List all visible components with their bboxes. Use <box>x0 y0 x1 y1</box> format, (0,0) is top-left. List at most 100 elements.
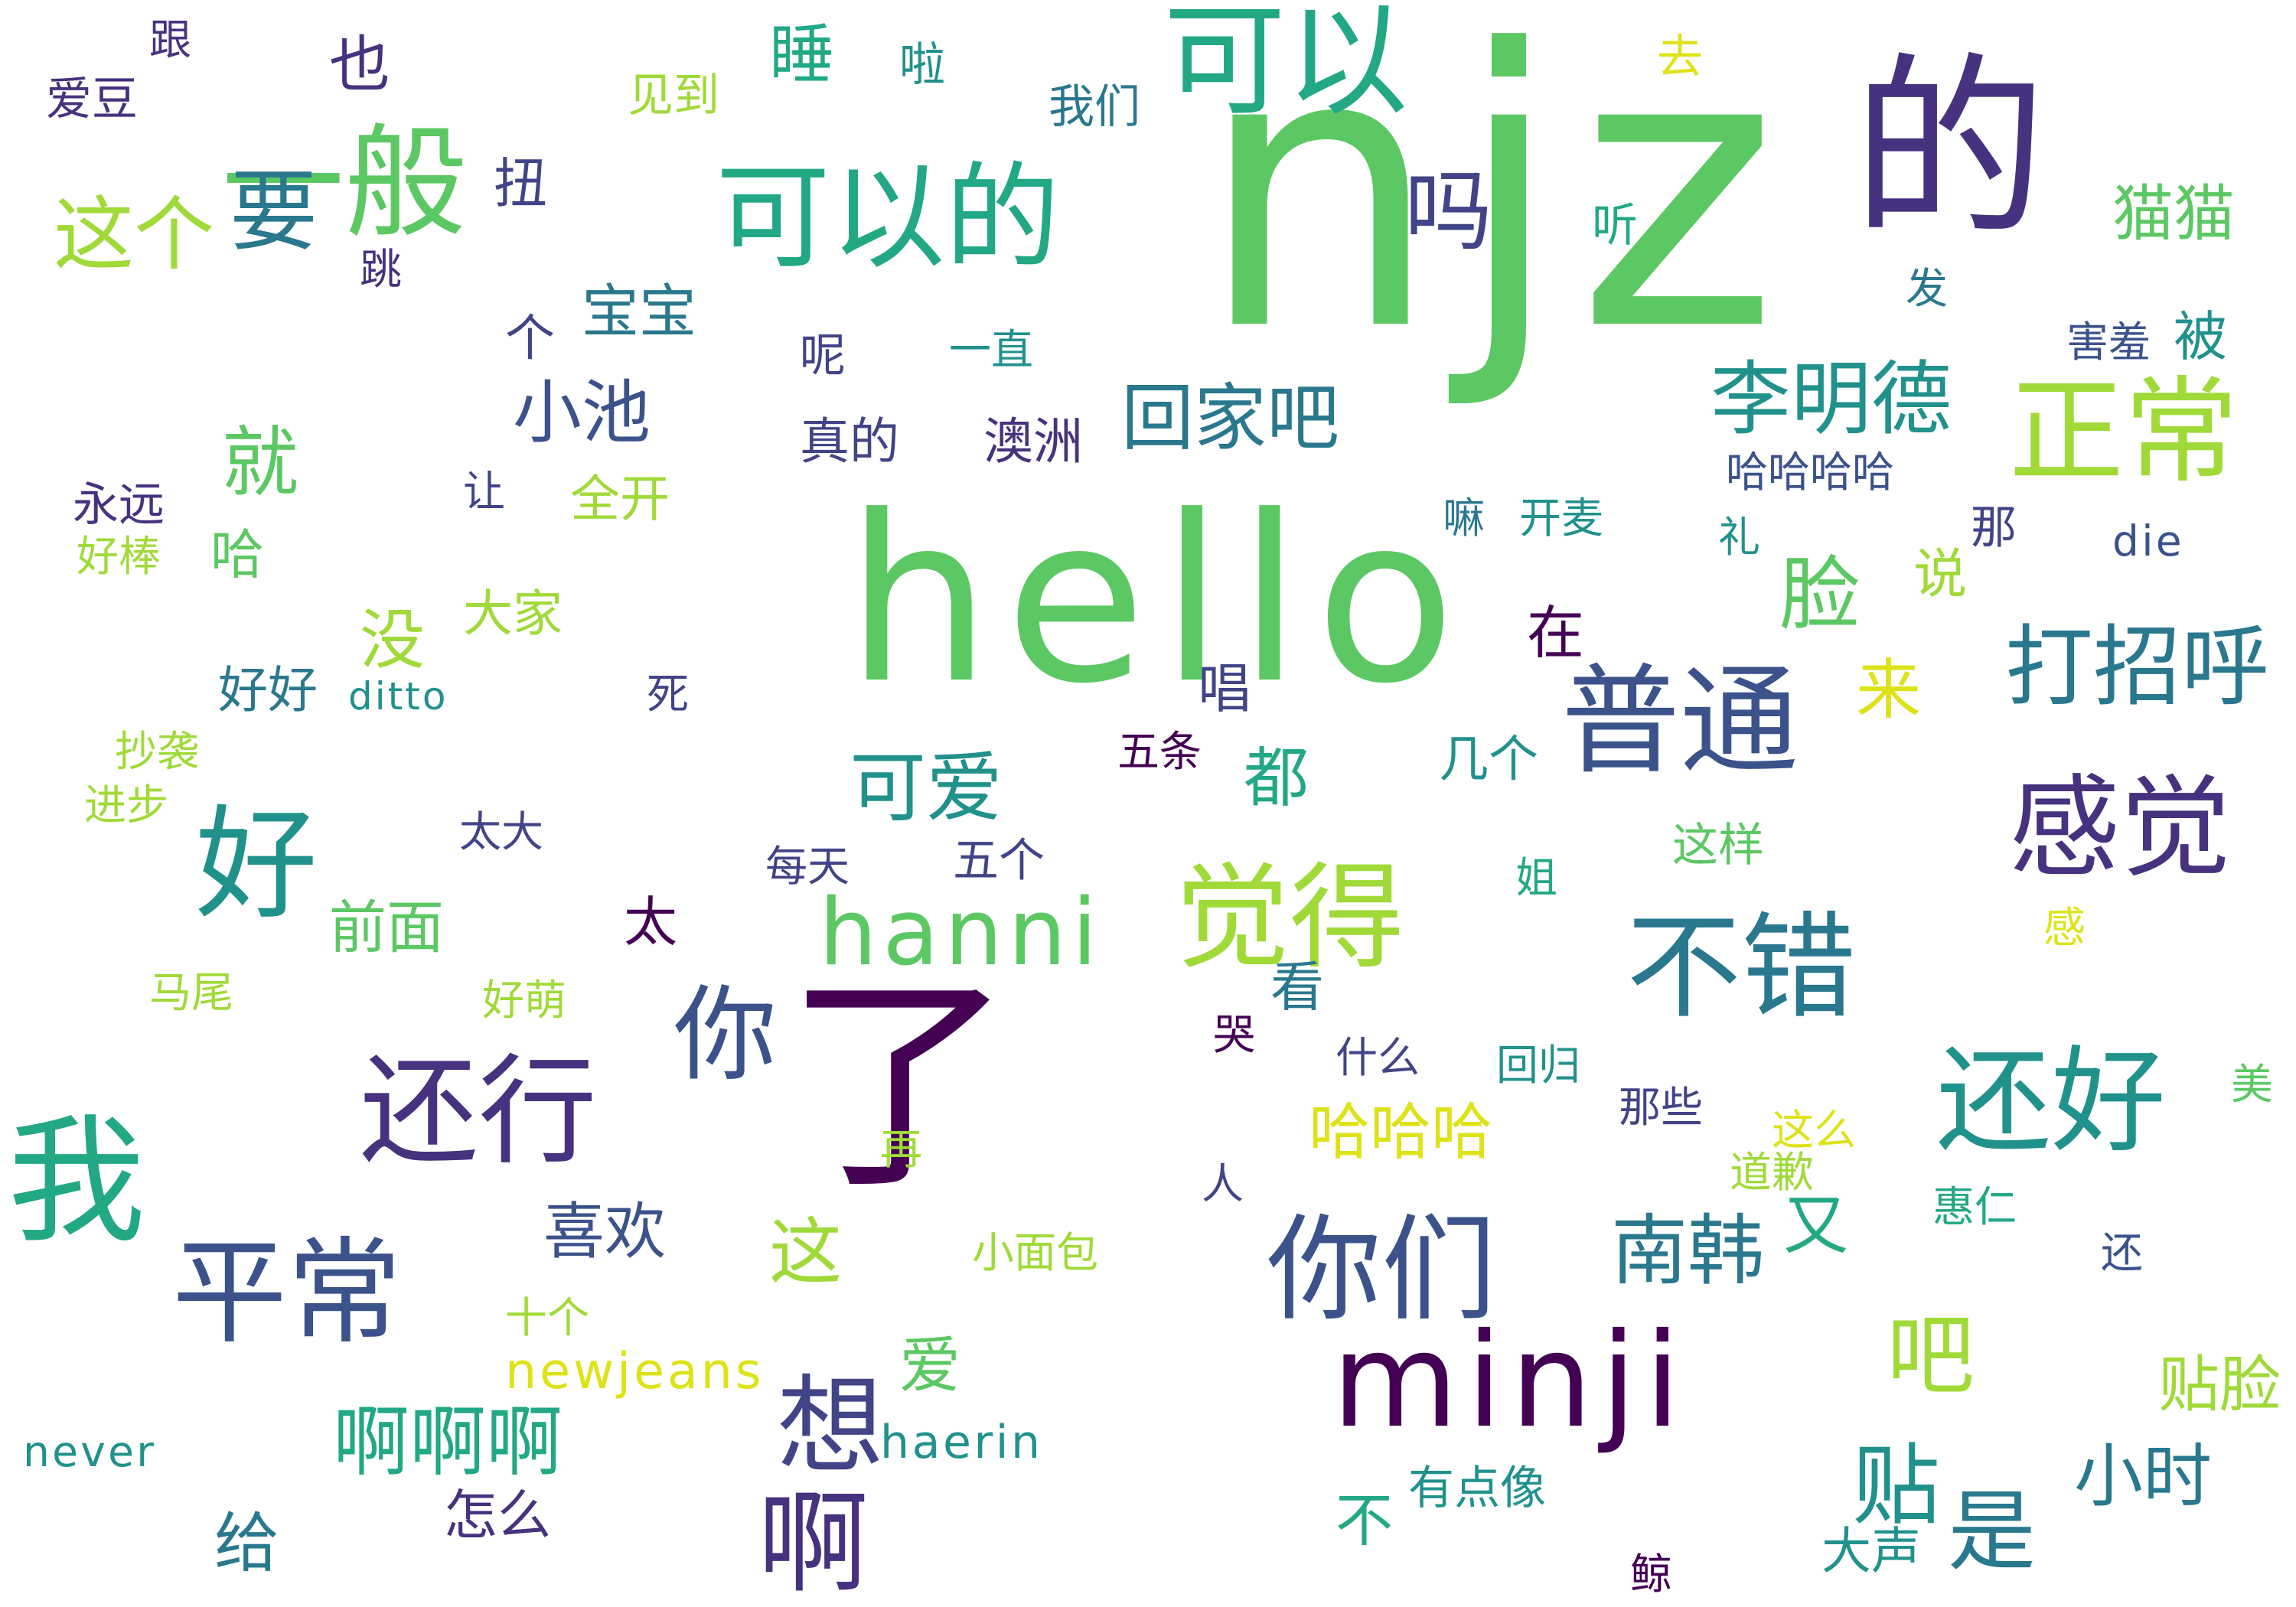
word-yiban: 一般 <box>222 112 468 255</box>
word-wuge: 五个 <box>953 834 1045 888</box>
word-wo: 我 <box>8 1102 146 1262</box>
word-mawei: 马尾 <box>149 968 234 1017</box>
word-jing: 鲸 <box>1630 1550 1673 1599</box>
word-zheyang: 这样 <box>1672 819 1764 872</box>
word-xiang: 想 <box>777 1364 885 1489</box>
word-lian: 脸 <box>1779 548 1861 641</box>
word-de: 的 <box>1852 36 2048 263</box>
word-haobang: 好棒 <box>77 532 161 581</box>
word-huijiaba: 回家吧 <box>1121 376 1340 461</box>
word-haixing: 还行 <box>360 1042 597 1181</box>
word-haixiu: 害羞 <box>2066 318 2151 367</box>
word-dasheng: 大声 <box>1821 1523 1922 1580</box>
word-xiaomianbao: 小面包 <box>972 1228 1099 1277</box>
word-minji: minji <box>1332 1305 1689 1457</box>
word-njz: njz <box>1198 0 1794 414</box>
word-ne: 呢 <box>800 329 846 383</box>
word-hahaha: 哈哈哈 <box>1309 1097 1492 1168</box>
word-bei: 被 <box>2174 305 2227 368</box>
word-keyide: 可以的 <box>716 152 1061 285</box>
word-shenme: 什么 <box>1336 1033 1420 1082</box>
word-keyi: 可以 <box>1163 0 1409 132</box>
word-nimen: 你们 <box>1267 1204 1497 1337</box>
word-ye: 也 <box>329 29 390 100</box>
word-ganjue: 感觉 <box>2009 764 2231 893</box>
word-baobao: 宝宝 <box>582 278 697 345</box>
word-ma: 吗 <box>1404 161 1493 263</box>
word-shige: 十个 <box>505 1293 590 1342</box>
word-bucuo: 不错 <box>1626 901 1857 1035</box>
word-gei: 给 <box>214 1506 280 1582</box>
word-daoqian: 道歉 <box>1730 1148 1815 1197</box>
word-mei2: 美 <box>2231 1060 2274 1109</box>
word-putong: 普通 <box>1561 652 1799 790</box>
word-zhende: 真的 <box>800 413 900 471</box>
word-ba: 吧 <box>1887 1305 1975 1407</box>
word-you: 又 <box>1783 1188 1849 1264</box>
word-shui: 睡 <box>769 18 835 93</box>
word-la: 啦 <box>899 38 945 92</box>
word-mei: 没 <box>360 603 426 679</box>
word-hello: hello <box>846 467 1469 734</box>
word-ai: 爱 <box>899 1330 960 1401</box>
word-hanni: hanni <box>819 880 1104 986</box>
word-jiu: 就 <box>222 418 298 507</box>
word-kaimai: 开麦 <box>1519 494 1604 543</box>
word-shuo: 说 <box>1913 543 1967 605</box>
word-le: 了 <box>784 953 1014 1220</box>
word-quankai: 全开 <box>570 471 670 528</box>
word-dazhaohu: 打招呼 <box>2005 616 2270 719</box>
word-tie: 贴 <box>1852 1435 1941 1537</box>
word-haihao: 还好 <box>1936 1035 2167 1169</box>
word-newjeans: newjeans <box>505 1343 765 1400</box>
word-xiaoshi: 小时 <box>2074 1436 2212 1517</box>
word-ting: 听 <box>1592 199 1638 253</box>
word-bu: 不 <box>1336 1487 1394 1554</box>
word-ma2: 嘛 <box>1443 494 1486 543</box>
word-nanhan: 南韩 <box>1611 1206 1764 1296</box>
word-hahahaha: 哈哈哈哈 <box>1726 448 1895 497</box>
word-hai: 还 <box>2101 1228 2144 1277</box>
word-gan: 感 <box>2043 903 2086 952</box>
word-ku: 哭 <box>1213 1010 1256 1059</box>
word-ni: 你 <box>673 975 777 1095</box>
word-keai: 可爱 <box>850 743 1003 833</box>
word-maomao: 猫猫 <box>2112 178 2235 249</box>
word-chaoxi: 抄袭 <box>115 727 200 776</box>
word-taida: 太大 <box>459 807 544 856</box>
word-ge: 个 <box>505 310 556 367</box>
word-yongyuan: 永远 <box>73 478 165 532</box>
word-zai2: 再 <box>880 1125 923 1174</box>
word-qu: 去 <box>1657 31 1703 84</box>
word-aozhou: 澳洲 <box>983 413 1084 471</box>
word-huiren: 惠仁 <box>1932 1182 2017 1231</box>
word-shi: 是 <box>1948 1481 2037 1583</box>
word-zhege: 这个 <box>54 188 215 282</box>
word-zhengchang: 正常 <box>2009 366 2239 499</box>
word-haohao: 好好 <box>218 662 318 719</box>
word-a: 啊 <box>758 1479 869 1607</box>
word-naxie: 那些 <box>1619 1083 1704 1132</box>
word-tielian: 贴脸 <box>2158 1349 2281 1420</box>
word-yao: 要 <box>230 161 318 263</box>
word-lai: 来 <box>1856 653 1922 729</box>
word-huigui: 回归 <box>1496 1041 1581 1090</box>
word-kan: 看 <box>1270 956 1324 1019</box>
word-tiao: 跳 <box>360 245 403 294</box>
word-niu: 扭 <box>494 152 547 215</box>
word-youdianxiang: 有点像 <box>1408 1462 1546 1515</box>
word-jige: 几个 <box>1439 731 1539 788</box>
word-jinbu: 进步 <box>84 781 169 830</box>
word-zheme: 这么 <box>1772 1106 1857 1155</box>
word-xihuan: 喜欢 <box>543 1196 666 1267</box>
word-meitian: 每天 <box>765 842 850 891</box>
word-chang: 唱 <box>1198 657 1251 720</box>
word-gen: 跟 <box>149 15 192 64</box>
word-hao: 好 <box>195 793 318 936</box>
word-ha: 哈 <box>210 523 264 586</box>
word-rang: 让 <box>463 467 506 516</box>
word-zenme: 怎么 <box>444 1484 551 1547</box>
word-haerin: haerin <box>880 1416 1043 1469</box>
word-juede: 觉得 <box>1175 852 1405 985</box>
